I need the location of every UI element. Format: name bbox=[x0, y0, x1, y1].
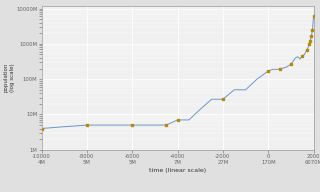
Y-axis label: population
(log scale): population (log scale) bbox=[4, 63, 15, 92]
X-axis label: time (linear scale): time (linear scale) bbox=[149, 168, 206, 173]
